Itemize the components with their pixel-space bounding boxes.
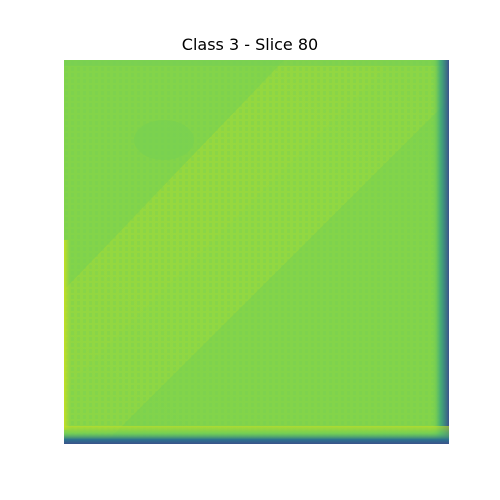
heatmap-left-edge: [64, 240, 70, 430]
heatmap-bottom-edge: [64, 426, 449, 444]
figure-title: Class 3 - Slice 80: [181, 35, 319, 54]
heatmap-right-edge: [432, 60, 449, 444]
heatmap-image: [64, 60, 449, 444]
heatmap-top-edge: [64, 60, 449, 66]
